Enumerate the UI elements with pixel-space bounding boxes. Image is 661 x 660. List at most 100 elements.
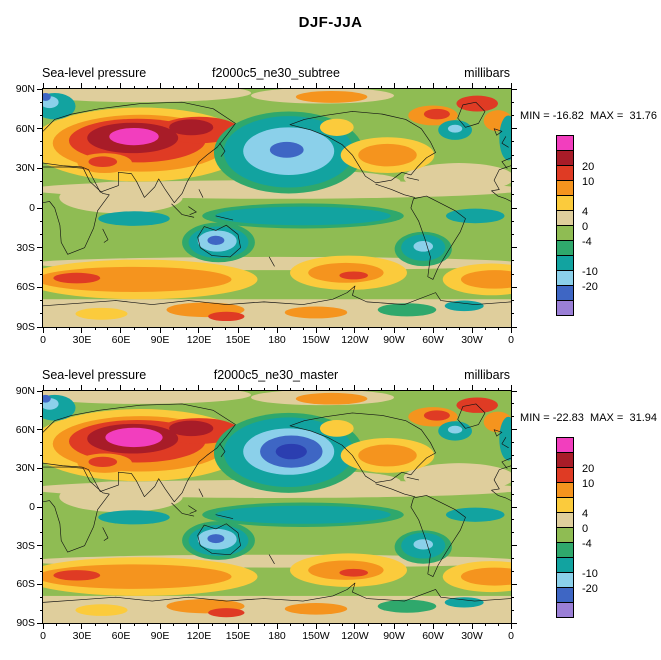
lon-tick <box>224 327 226 330</box>
lon-tick <box>510 327 512 333</box>
lat-tick <box>40 519 43 521</box>
colorbar-segment <box>556 587 574 603</box>
lat-tick <box>40 194 43 196</box>
lon-tick-label: 30E <box>72 334 92 346</box>
colorbar-segment <box>556 135 574 151</box>
lat-tick <box>40 220 43 222</box>
lon-tick <box>432 385 434 391</box>
lon-tick <box>406 623 408 626</box>
lon-tick-label: 150W <box>302 334 330 346</box>
lon-tick-label: 90E <box>150 630 170 642</box>
lon-tick <box>146 623 148 626</box>
lon-tick <box>354 327 356 333</box>
lat-tick <box>37 286 43 288</box>
lon-tick <box>510 385 512 391</box>
lat-tick-label: 90S <box>16 321 35 333</box>
lon-tick <box>198 385 200 391</box>
lon-tick <box>250 623 252 626</box>
lon-tick <box>484 623 486 626</box>
lat-tick <box>511 286 517 288</box>
lat-tick <box>40 260 43 262</box>
lon-tick-label: 60W <box>422 630 444 642</box>
lon-tick <box>302 623 304 626</box>
lat-tick <box>37 88 43 90</box>
colorbar-segment <box>556 225 574 241</box>
colorbar-tick-label: -4 <box>582 236 592 248</box>
lon-tick-label: 90W <box>383 630 405 642</box>
panel-header: Sea-level pressure f2000c5_ne30_subtree … <box>42 66 510 82</box>
lon-tick <box>185 388 187 391</box>
lon-tick <box>497 623 499 626</box>
colorbar-tick-label: 4 <box>582 508 589 520</box>
lon-tick <box>315 327 317 333</box>
lon-tick <box>211 327 213 330</box>
lon-tick <box>328 623 330 626</box>
lon-tick <box>419 327 421 330</box>
lon-tick <box>315 83 317 89</box>
lon-tick <box>237 385 239 391</box>
colorbar-segment <box>556 437 574 453</box>
lon-tick <box>367 86 369 89</box>
lon-tick <box>289 327 291 330</box>
lon-tick <box>458 623 460 626</box>
lon-tick <box>107 327 109 330</box>
lon-tick <box>354 83 356 89</box>
colorbar-segment <box>556 527 574 543</box>
lon-tick-label: 0 <box>508 334 514 346</box>
lat-tick-label: 30N <box>15 462 35 475</box>
lat-tick <box>511 141 514 143</box>
world-map-contour <box>43 391 511 623</box>
lon-tick <box>55 388 57 391</box>
lon-tick <box>68 623 70 626</box>
lon-tick <box>172 388 174 391</box>
colorbar-segment <box>556 180 574 196</box>
lon-tick <box>497 327 499 330</box>
lon-tick <box>55 327 57 330</box>
colorbar-segment <box>556 240 574 256</box>
lat-tick <box>40 313 43 315</box>
lon-tick <box>510 623 512 629</box>
colorbar-segment <box>556 512 574 528</box>
colorbar-segment <box>556 467 574 483</box>
colorbar-segment <box>556 557 574 573</box>
lon-tick-label: 150E <box>225 334 251 346</box>
lon-tick <box>393 385 395 391</box>
lon-tick <box>120 623 122 629</box>
lon-tick <box>341 388 343 391</box>
lon-tick-label: 60E <box>111 334 131 346</box>
lat-tick <box>511 609 514 611</box>
map-plot: 0 30E 60E 90E 120E 150E 180 150W 120W 90W 60W 30W 0 9… <box>16 385 517 642</box>
lon-tick <box>68 388 70 391</box>
lat-tick-label: 60S <box>16 281 35 294</box>
variable-label: Sea-level pressure <box>42 368 147 382</box>
lon-tick <box>354 623 356 629</box>
lat-tick <box>40 403 43 405</box>
lon-tick <box>81 327 83 333</box>
colorbar-segment <box>556 285 574 301</box>
lat-tick-label: 90N <box>15 385 35 397</box>
colorbar-tick-label: -20 <box>582 281 598 293</box>
lon-tick <box>276 623 278 629</box>
lon-tick <box>211 623 213 626</box>
lon-tick <box>237 327 239 333</box>
colorbar-tick-label: -4 <box>582 538 592 550</box>
lon-tick <box>198 327 200 333</box>
lat-tick <box>37 390 43 392</box>
lat-tick <box>511 519 514 521</box>
lon-tick <box>380 86 382 89</box>
lat-tick <box>511 493 514 495</box>
lon-tick <box>68 86 70 89</box>
lon-tick-label: 90W <box>383 334 405 346</box>
lon-tick <box>224 623 226 626</box>
lon-tick <box>276 327 278 333</box>
lat-tick <box>511 128 517 130</box>
lon-tick <box>419 86 421 89</box>
lat-tick <box>511 403 514 405</box>
lat-tick-label: 90N <box>15 83 35 95</box>
colorbar-segment <box>556 150 574 166</box>
lon-tick <box>432 623 434 629</box>
lat-tick <box>511 194 514 196</box>
lon-tick-label: 120E <box>186 630 212 642</box>
lon-tick <box>289 623 291 626</box>
